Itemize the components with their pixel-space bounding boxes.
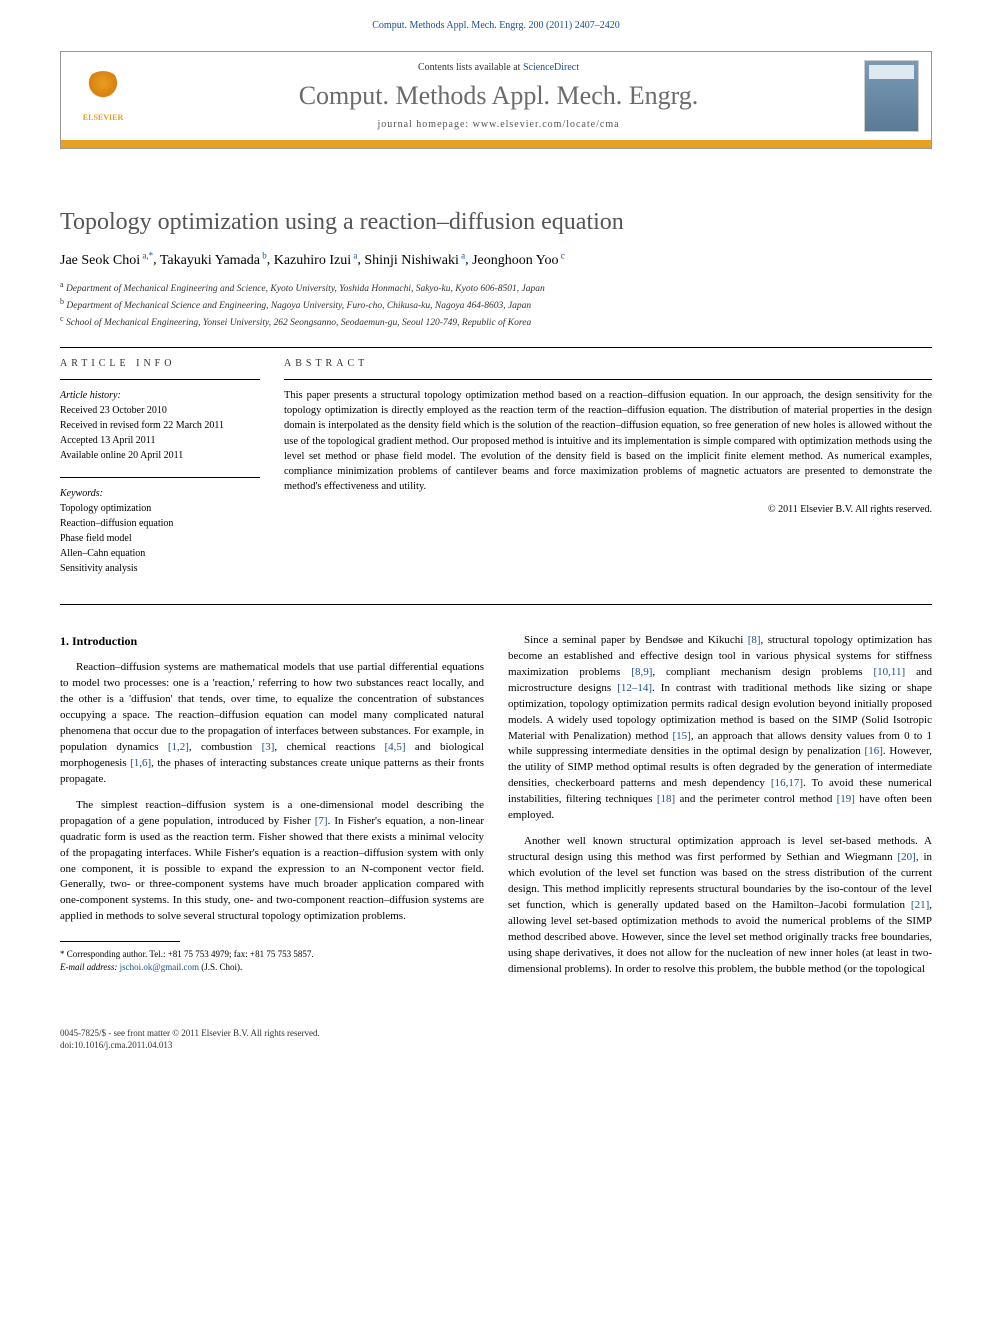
keyword: Sensitivity analysis (60, 561, 260, 576)
left-column: 1. Introduction Reaction–diffusion syste… (60, 633, 484, 988)
article-info-column: ARTICLE INFO Article history: Received 2… (60, 358, 260, 590)
history-line: Received 23 October 2010 (60, 403, 260, 418)
author: Shinji Nishiwaki a (364, 253, 465, 268)
body-paragraph: Since a seminal paper by Bendsøe and Kik… (508, 633, 932, 824)
keyword: Phase field model (60, 531, 260, 546)
accent-bar (61, 140, 931, 148)
right-column: Since a seminal paper by Bendsøe and Kik… (508, 633, 932, 988)
section-heading: 1. Introduction (60, 633, 484, 650)
publisher-logo: ELSEVIER (73, 66, 133, 126)
footer-copyright: 0045-7825/$ - see front matter © 2011 El… (60, 1028, 932, 1038)
affiliation: c School of Mechanical Engineering, Yons… (60, 313, 932, 330)
footer-doi: doi:10.1016/j.cma.2011.04.013 (60, 1040, 932, 1050)
keywords-block: Keywords: Topology optimizationReaction–… (60, 486, 260, 576)
footnote-block: * Corresponding author. Tel.: +81 75 753… (60, 948, 484, 973)
author-list: Jae Seok Choi a,*, Takayuki Yamada b, Ka… (60, 250, 932, 269)
keyword: Allen–Cahn equation (60, 546, 260, 561)
author: Jae Seok Choi a,* (60, 253, 153, 268)
keyword: Topology optimization (60, 501, 260, 516)
article-info-label: ARTICLE INFO (60, 358, 260, 369)
affiliation-list: a Department of Mechanical Engineering a… (60, 279, 932, 331)
elsevier-tree-icon (83, 71, 123, 111)
journal-homepage: journal homepage: www.elsevier.com/locat… (133, 119, 864, 130)
author: Takayuki Yamada b (160, 253, 267, 268)
abstract-copyright: © 2011 Elsevier B.V. All rights reserved… (284, 504, 932, 515)
article-title: Topology optimization using a reaction–d… (60, 209, 932, 236)
email-link[interactable]: jschoi.ok@gmail.com (120, 962, 199, 972)
corresponding-author: * Corresponding author. Tel.: +81 75 753… (60, 948, 484, 961)
body-paragraph: Reaction–diffusion systems are mathemati… (60, 660, 484, 788)
abstract-label: ABSTRACT (284, 358, 932, 369)
abstract-text: This paper presents a structural topolog… (284, 388, 932, 495)
sciencedirect-link[interactable]: ScienceDirect (523, 62, 579, 73)
homepage-url[interactable]: www.elsevier.com/locate/cma (473, 119, 620, 130)
journal-masthead: ELSEVIER Contents lists available at Sci… (60, 51, 932, 149)
running-header: Comput. Methods Appl. Mech. Engrg. 200 (… (0, 0, 992, 41)
affiliation: b Department of Mechanical Science and E… (60, 296, 932, 313)
author: Kazuhiro Izui a (274, 253, 358, 268)
article-history: Article history: Received 23 October 201… (60, 388, 260, 463)
body-paragraph: The simplest reaction–diffusion system i… (60, 798, 484, 926)
body-paragraph: Another well known structural optimizati… (508, 834, 932, 977)
page-footer: 0045-7825/$ - see front matter © 2011 El… (0, 1008, 992, 1082)
publisher-name: ELSEVIER (83, 113, 123, 122)
history-line: Received in revised form 22 March 2011 (60, 418, 260, 433)
citation-text: Comput. Methods Appl. Mech. Engrg. 200 (… (372, 20, 620, 31)
author: Jeonghoon Yoo c (472, 253, 565, 268)
history-line: Accepted 13 April 2011 (60, 433, 260, 448)
journal-cover-thumbnail (864, 60, 919, 132)
affiliation: a Department of Mechanical Engineering a… (60, 279, 932, 296)
history-line: Available online 20 April 2011 (60, 448, 260, 463)
journal-name: Comput. Methods Appl. Mech. Engrg. (133, 81, 864, 111)
contents-line: Contents lists available at ScienceDirec… (133, 62, 864, 73)
keyword: Reaction–diffusion equation (60, 516, 260, 531)
abstract-column: ABSTRACT This paper presents a structura… (284, 358, 932, 590)
body-two-column: 1. Introduction Reaction–diffusion syste… (60, 633, 932, 988)
email-line: E-mail address: jschoi.ok@gmail.com (J.S… (60, 961, 484, 974)
